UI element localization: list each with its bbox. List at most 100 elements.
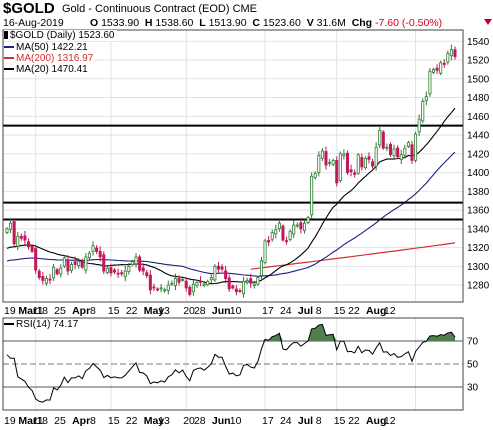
candle-body bbox=[285, 240, 289, 243]
ma50-swatch-icon bbox=[4, 46, 14, 49]
rsi-x-tick-label: 20 bbox=[183, 415, 195, 427]
price-y-tick-label: 1500 bbox=[467, 74, 490, 85]
rsi-x-tick-label: 13 bbox=[158, 415, 170, 427]
close-label: C bbox=[252, 17, 260, 29]
candle-body bbox=[396, 147, 400, 158]
candle-body bbox=[220, 266, 224, 270]
candle-body bbox=[234, 288, 238, 293]
price-x-tick-label: 8 bbox=[90, 305, 96, 317]
candle-body bbox=[299, 222, 303, 230]
legend-ma50-label: MA(50) 1422.21 bbox=[16, 42, 88, 53]
legend-ma200: MA(200) 1316.97 bbox=[4, 53, 96, 64]
candle-body bbox=[406, 142, 410, 147]
candle-body bbox=[288, 231, 292, 240]
candle-body bbox=[66, 259, 70, 272]
candle-body bbox=[256, 277, 260, 285]
candle-body bbox=[177, 278, 181, 283]
price-y-tick-label: 1420 bbox=[467, 149, 490, 160]
price-y-tick-label: 1280 bbox=[467, 281, 490, 292]
candle-body bbox=[381, 131, 385, 149]
price-x-tick-label: Jun bbox=[212, 305, 231, 317]
candle-body bbox=[80, 260, 84, 268]
candle-body bbox=[310, 175, 314, 216]
rsi-x-tick-label: 15 bbox=[108, 415, 120, 427]
candle-body bbox=[9, 222, 13, 230]
price-y-tick-label: 1520 bbox=[467, 56, 490, 67]
legend-price-label: $GOLD (Daily) 1523.60 bbox=[10, 30, 115, 41]
contract-description: Gold - Continuous Contract (EOD) CME bbox=[62, 3, 258, 15]
rsi-x-tick-label: 18 bbox=[36, 415, 48, 427]
rsi-x-tick-label: 12 bbox=[384, 415, 396, 427]
rsi-x-tick-label: 17 bbox=[262, 415, 274, 427]
candle-body bbox=[73, 261, 77, 265]
candle-body bbox=[295, 224, 299, 227]
low-value: 1513.90 bbox=[208, 17, 247, 29]
candle-body bbox=[26, 241, 31, 248]
candle-body bbox=[195, 281, 199, 286]
candle-body bbox=[356, 154, 360, 174]
candle-body bbox=[388, 144, 392, 156]
legend-ma50: MA(50) 1422.21 bbox=[4, 42, 90, 53]
rsi-x-tick-label: 11 bbox=[33, 415, 44, 427]
candle-body bbox=[105, 267, 109, 274]
candle-body bbox=[417, 118, 421, 133]
candle-body bbox=[363, 158, 367, 168]
price-x-tick-label: 12 bbox=[384, 305, 396, 317]
price-y-tick-label: 1300 bbox=[467, 262, 490, 273]
rsi-x-tick-label: 19 bbox=[4, 415, 16, 427]
candle-body bbox=[70, 264, 74, 271]
candle-body bbox=[374, 146, 378, 167]
candle-body bbox=[410, 144, 414, 161]
price-x-tick-label: 10 bbox=[230, 305, 242, 317]
candle-body bbox=[360, 157, 364, 168]
price-x-tick-label: Mar bbox=[18, 305, 37, 317]
candle-body bbox=[424, 96, 428, 102]
ma20-line bbox=[6, 107, 456, 285]
candle-body bbox=[403, 147, 407, 156]
candle-body bbox=[385, 146, 389, 149]
price-x-tick-label: 15 bbox=[334, 305, 346, 317]
rsi-y-tick-label: 30 bbox=[467, 383, 479, 394]
price-y-tick-label: 1360 bbox=[467, 206, 490, 217]
candle-body bbox=[349, 169, 353, 173]
candle-body bbox=[91, 245, 95, 252]
price-y-tick-label: 1380 bbox=[467, 187, 490, 198]
candle-body bbox=[270, 232, 274, 240]
candle-body bbox=[277, 222, 281, 230]
candle-body bbox=[206, 280, 210, 286]
price-x-tick-label: 8 bbox=[316, 305, 322, 317]
candle-body bbox=[328, 161, 332, 164]
price-x-tick-label: 22 bbox=[126, 305, 138, 317]
legend-ma20: MA(20) 1470.41 bbox=[4, 64, 90, 75]
candle-body bbox=[435, 67, 439, 71]
rsi-x-tick-label: Jun bbox=[212, 415, 231, 427]
candle-body bbox=[48, 278, 52, 281]
candle-body bbox=[5, 228, 9, 233]
candle-body bbox=[134, 256, 138, 265]
candle-body bbox=[109, 267, 113, 274]
candle-body bbox=[116, 272, 120, 275]
candle-body bbox=[274, 229, 278, 235]
candle-body bbox=[95, 247, 99, 252]
candle-body bbox=[173, 278, 177, 286]
price-y-tick-label: 1480 bbox=[467, 93, 490, 104]
candle-body bbox=[313, 173, 317, 178]
candle-body bbox=[12, 221, 16, 245]
candle-body bbox=[181, 279, 185, 281]
price-x-tick-label: 20 bbox=[183, 305, 195, 317]
candle-body bbox=[331, 159, 335, 165]
candle-body bbox=[224, 270, 228, 279]
candle-body bbox=[414, 133, 418, 161]
candle-body bbox=[152, 286, 156, 289]
price-x-tick-label: 18 bbox=[36, 305, 48, 317]
rsi-x-tick-label: Jul bbox=[298, 415, 313, 427]
rsi-x-tick-label: 22 bbox=[126, 415, 138, 427]
candle-body bbox=[449, 49, 453, 57]
candle-body bbox=[213, 265, 217, 281]
candle-body bbox=[156, 288, 160, 291]
price-x-tick-label: 22 bbox=[348, 305, 360, 317]
ma200-line bbox=[250, 242, 456, 270]
candle-body bbox=[184, 280, 188, 289]
open-label: O bbox=[90, 17, 99, 29]
